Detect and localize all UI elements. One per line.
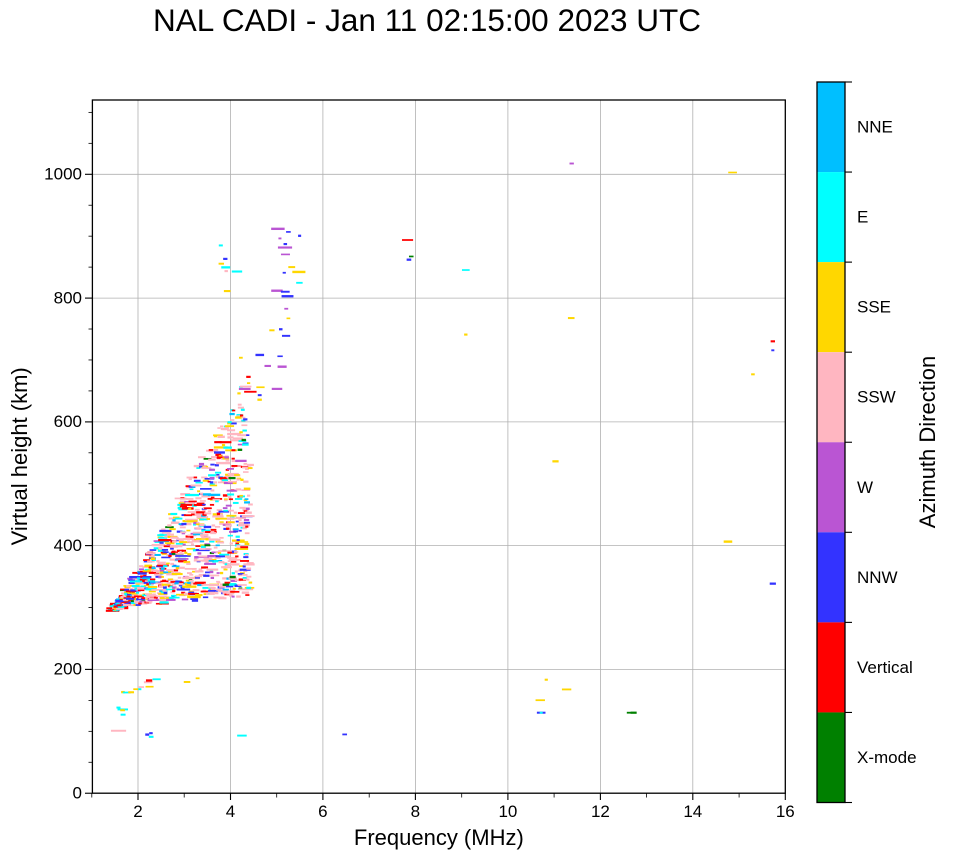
svg-text:W: W bbox=[857, 478, 873, 497]
svg-text:Vertical: Vertical bbox=[857, 658, 913, 677]
svg-text:14: 14 bbox=[683, 802, 702, 821]
svg-text:0: 0 bbox=[73, 784, 82, 803]
svg-text:16: 16 bbox=[776, 802, 795, 821]
svg-text:Virtual height (km): Virtual height (km) bbox=[7, 367, 32, 545]
svg-text:SSW: SSW bbox=[857, 388, 896, 407]
svg-text:Frequency (MHz): Frequency (MHz) bbox=[354, 825, 524, 850]
svg-text:8: 8 bbox=[411, 802, 420, 821]
svg-text:6: 6 bbox=[318, 802, 327, 821]
svg-text:400: 400 bbox=[54, 536, 82, 555]
svg-text:600: 600 bbox=[54, 412, 82, 431]
svg-text:800: 800 bbox=[54, 288, 82, 307]
svg-text:NNE: NNE bbox=[857, 118, 893, 137]
svg-text:2: 2 bbox=[133, 802, 142, 821]
svg-text:10: 10 bbox=[498, 802, 517, 821]
svg-text:12: 12 bbox=[591, 802, 610, 821]
svg-text:1000: 1000 bbox=[44, 165, 82, 184]
svg-text:SSE: SSE bbox=[857, 298, 891, 317]
svg-text:NAL CADI - Jan 11 02:15:00 202: NAL CADI - Jan 11 02:15:00 2023 UTC bbox=[153, 2, 701, 38]
svg-text:4: 4 bbox=[226, 802, 235, 821]
svg-text:X-mode: X-mode bbox=[857, 748, 917, 767]
svg-text:200: 200 bbox=[54, 660, 82, 679]
svg-text:Azimuth Direction: Azimuth Direction bbox=[915, 356, 940, 528]
svg-text:E: E bbox=[857, 208, 868, 227]
svg-text:NNW: NNW bbox=[857, 568, 898, 587]
